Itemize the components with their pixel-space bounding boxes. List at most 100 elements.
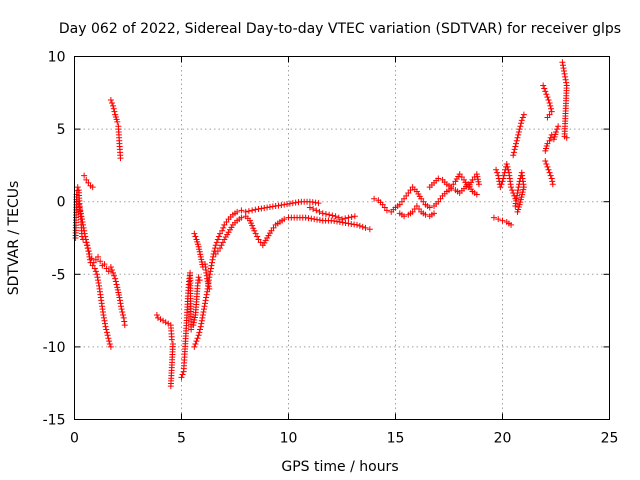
data-point [545, 166, 552, 173]
data-point [167, 383, 174, 390]
data-point [495, 172, 502, 179]
data-point [107, 264, 114, 271]
data-point [198, 317, 205, 324]
data-point [234, 208, 241, 215]
data-point [76, 204, 83, 211]
data-point [97, 258, 104, 265]
data-point [196, 329, 203, 336]
data-point [366, 226, 373, 233]
data-point [541, 85, 548, 92]
data-point [196, 246, 203, 253]
data-point [499, 178, 506, 185]
data-point [252, 230, 259, 237]
data-point [520, 111, 527, 118]
data-point [209, 256, 216, 263]
data-point [517, 123, 524, 130]
data-point [214, 236, 221, 243]
data-point [475, 181, 482, 188]
data-point [197, 253, 204, 260]
data-point [563, 79, 570, 86]
data-point [117, 155, 124, 162]
data-point [203, 291, 210, 298]
data-point [313, 207, 320, 214]
data-point [474, 176, 481, 183]
data-point [178, 374, 185, 381]
data-point [252, 206, 259, 213]
data-point [110, 105, 117, 112]
data-point [500, 175, 507, 182]
data-point [112, 278, 119, 285]
axis-ticks: 0 5 10 15 20 25 -15 -10 -5 0 5 10 [43, 50, 619, 447]
data-point [219, 239, 226, 246]
data-point [543, 160, 550, 167]
data-point [179, 371, 186, 378]
data-point [207, 268, 214, 275]
data-point [110, 102, 117, 109]
data-point [515, 129, 522, 136]
data-point [495, 216, 502, 223]
data-point [250, 225, 257, 232]
data-point [335, 214, 342, 221]
data-point [246, 217, 253, 224]
data-point [103, 326, 110, 333]
data-point [549, 178, 556, 185]
data-point [504, 163, 511, 170]
data-point [198, 320, 205, 327]
data-point [118, 303, 125, 310]
data-point [213, 239, 220, 246]
data-point [219, 227, 226, 234]
data-point [78, 213, 85, 220]
data-point [202, 300, 209, 307]
data-point [401, 213, 408, 220]
data-point [190, 319, 197, 326]
x-tick-label: 5 [177, 431, 186, 447]
data-point [197, 326, 204, 333]
data-point [101, 261, 108, 268]
x-tick-label: 20 [494, 431, 512, 447]
data-point [540, 82, 547, 89]
data-point [118, 306, 125, 313]
y-tick-label: 10 [48, 50, 66, 66]
data-point [106, 340, 113, 347]
chart-title: Day 062 of 2022, Sidereal Day-to-day VTE… [59, 21, 621, 37]
data-point [75, 201, 82, 208]
data-point [103, 329, 110, 336]
data-point [435, 175, 442, 182]
data-point [249, 207, 256, 214]
x-tick-label: 15 [387, 431, 405, 447]
data-point [86, 253, 93, 260]
grid-lines [74, 56, 610, 420]
data-point [168, 336, 175, 343]
data-point [546, 137, 553, 144]
data-point [85, 250, 92, 257]
data-point [206, 274, 213, 281]
data-point [202, 297, 209, 304]
data-point [111, 272, 118, 279]
data-point [114, 118, 121, 125]
data-point [514, 208, 521, 215]
data-point [80, 224, 87, 231]
data-point [120, 314, 127, 321]
data-point [510, 152, 517, 159]
data-point [77, 210, 84, 217]
data-point [548, 105, 555, 112]
data-point [105, 268, 112, 275]
data-point [121, 318, 128, 325]
data-point [102, 323, 109, 330]
y-axis-label: SDTVAR / TECUs [6, 181, 22, 296]
data-point [353, 221, 360, 228]
data-point [108, 266, 115, 273]
data-point [87, 256, 94, 263]
data-point [162, 319, 169, 326]
data-point [101, 320, 108, 327]
data-point [332, 213, 339, 220]
data-point [188, 326, 195, 333]
data-point [359, 223, 366, 230]
data-point [199, 314, 206, 321]
data-point [510, 149, 517, 156]
data-point [95, 253, 102, 260]
data-point [431, 210, 438, 217]
data-point [493, 166, 500, 173]
data-point [562, 73, 569, 80]
data-point [191, 314, 198, 321]
